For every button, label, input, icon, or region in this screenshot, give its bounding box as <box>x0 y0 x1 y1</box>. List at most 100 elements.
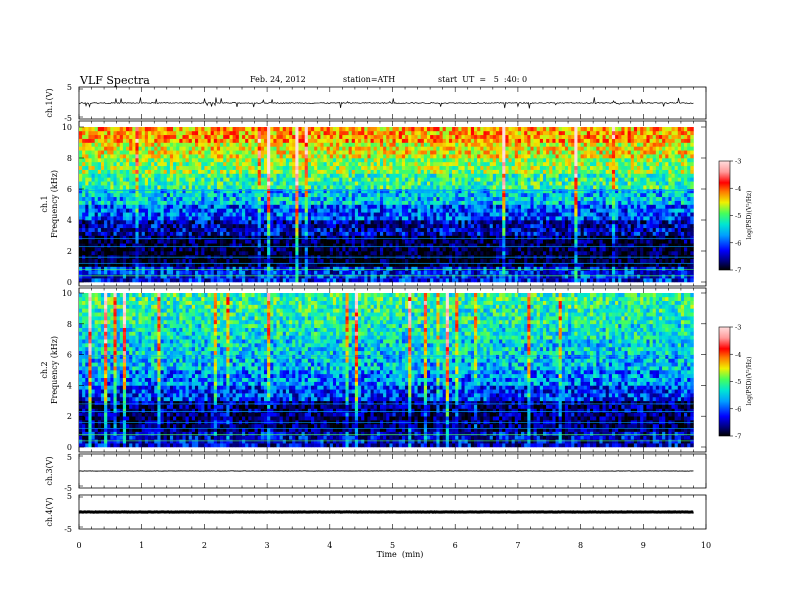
spectrogram-cell <box>204 258 208 263</box>
spectrogram-cell <box>637 185 641 190</box>
spectrogram-cell <box>536 227 541 232</box>
spectrogram-cell <box>223 247 227 252</box>
spectrogram-cell <box>521 212 525 217</box>
spectrogram-cell <box>245 231 249 236</box>
spectrogram-cell <box>248 239 252 244</box>
spectrogram-cell <box>279 266 284 271</box>
spectrogram-cell <box>138 262 142 267</box>
spectrogram-cell <box>251 200 255 205</box>
spectrogram-cell <box>514 216 519 221</box>
spectrogram-cell <box>392 274 396 279</box>
spectrogram-cell <box>304 200 309 205</box>
spectrogram-cell <box>671 220 675 225</box>
spectrogram-cell <box>270 270 274 275</box>
spectrogram-cell <box>191 212 196 217</box>
spectrogram-cell <box>605 231 610 236</box>
spectrogram-cell <box>574 192 578 198</box>
spectrogram-cell <box>517 274 522 279</box>
spectrogram-cell <box>474 185 478 190</box>
spectrogram-cell <box>577 185 581 190</box>
spectrogram-cell <box>442 239 447 244</box>
spectrogram-cell <box>611 258 616 263</box>
spectrogram-cell <box>684 278 688 283</box>
spectrogram-cell <box>655 247 660 252</box>
spectrogram-cell <box>157 208 161 213</box>
spectrogram-cell <box>605 220 610 225</box>
spectrogram-cell <box>568 200 572 205</box>
spectrogram-cell <box>367 208 371 213</box>
spectrogram-cell <box>364 270 368 275</box>
spectrogram-cell <box>242 204 246 209</box>
spectrogram-cell <box>220 200 224 205</box>
spectrogram-cell <box>649 235 654 240</box>
spectrogram-cell <box>414 212 418 217</box>
spectrogram-cell <box>646 258 650 263</box>
spectrogram-cell <box>289 204 293 209</box>
spectrogram-cell <box>94 200 99 205</box>
spectrogram-cell <box>583 231 588 236</box>
spectrogram-cell <box>593 196 597 201</box>
spectrogram-cell <box>524 239 528 244</box>
spectrogram-cell <box>242 196 246 201</box>
spectrogram-cell <box>144 231 149 236</box>
spectrogram-cell <box>320 239 324 244</box>
spectrogram-cell <box>690 212 694 217</box>
spectrogram-cell <box>289 208 293 213</box>
spectrogram-cell <box>464 274 469 279</box>
spectrogram-cell <box>495 251 500 256</box>
spectrogram-cell <box>687 223 691 229</box>
spectrogram-cell <box>411 274 415 279</box>
spectrogram-cell <box>285 227 290 232</box>
ch1-waveform-panel: 5 -5 ch.1(V) <box>45 83 707 123</box>
spectrogram-cell <box>242 212 246 217</box>
spectrogram-cell <box>608 185 613 190</box>
spectrogram-cell <box>398 243 403 248</box>
spectrogram-cell <box>495 216 500 221</box>
spectrogram-cell <box>674 262 679 267</box>
spectrogram-cell <box>163 239 168 244</box>
spectrogram-cell <box>235 223 240 229</box>
spectrogram-cell <box>452 262 456 267</box>
spectrogram-cell <box>245 189 249 194</box>
spectrogram-cell <box>533 200 538 205</box>
spectrogram-cell <box>235 192 240 198</box>
spectrogram-cell <box>458 223 462 229</box>
spectrogram-cell <box>596 258 600 263</box>
spectrogram-cell <box>323 216 327 221</box>
spectrogram-cell <box>458 262 462 267</box>
spectrogram-cell <box>373 266 378 271</box>
spectrogram-cell <box>674 196 679 201</box>
spectrogram-cell <box>586 278 591 283</box>
spectrogram-cell <box>395 258 400 263</box>
spectrogram-cell <box>561 216 566 221</box>
spectrogram-cell <box>354 239 359 244</box>
spectrogram-cell <box>458 278 462 283</box>
spectrogram-cell <box>539 196 544 201</box>
spectrogram-cell <box>198 189 202 194</box>
spectrogram-cell <box>684 274 688 279</box>
spectrogram-cell <box>533 270 538 275</box>
spectrogram-cell <box>282 189 287 194</box>
spectrogram-cell <box>82 262 86 267</box>
spectrogram-cell <box>144 243 149 248</box>
spectrogram-cell <box>204 235 208 240</box>
spectrogram-cell <box>555 196 559 201</box>
spectrogram-cell <box>129 208 133 213</box>
spectrogram-cell <box>82 278 86 283</box>
spectrogram-cell <box>495 270 500 275</box>
spectrogram-cell <box>329 266 334 271</box>
spectrogram-cell <box>332 243 337 248</box>
spectrogram-cell <box>690 204 694 209</box>
spectrogram-cell <box>144 185 149 190</box>
spectrogram-cell <box>442 243 447 248</box>
spectrogram-cell <box>420 270 425 275</box>
spectrogram-cell <box>389 212 393 217</box>
spectrogram-cell <box>254 247 258 252</box>
spectrogram-cell <box>185 204 190 209</box>
spectrogram-cell <box>445 274 450 279</box>
spectrogram-cell <box>361 278 365 283</box>
spectrogram-cell <box>442 200 447 205</box>
spectrogram-cell <box>517 223 522 229</box>
spectrogram-cell <box>232 216 237 221</box>
spectrogram-cell <box>229 278 233 283</box>
